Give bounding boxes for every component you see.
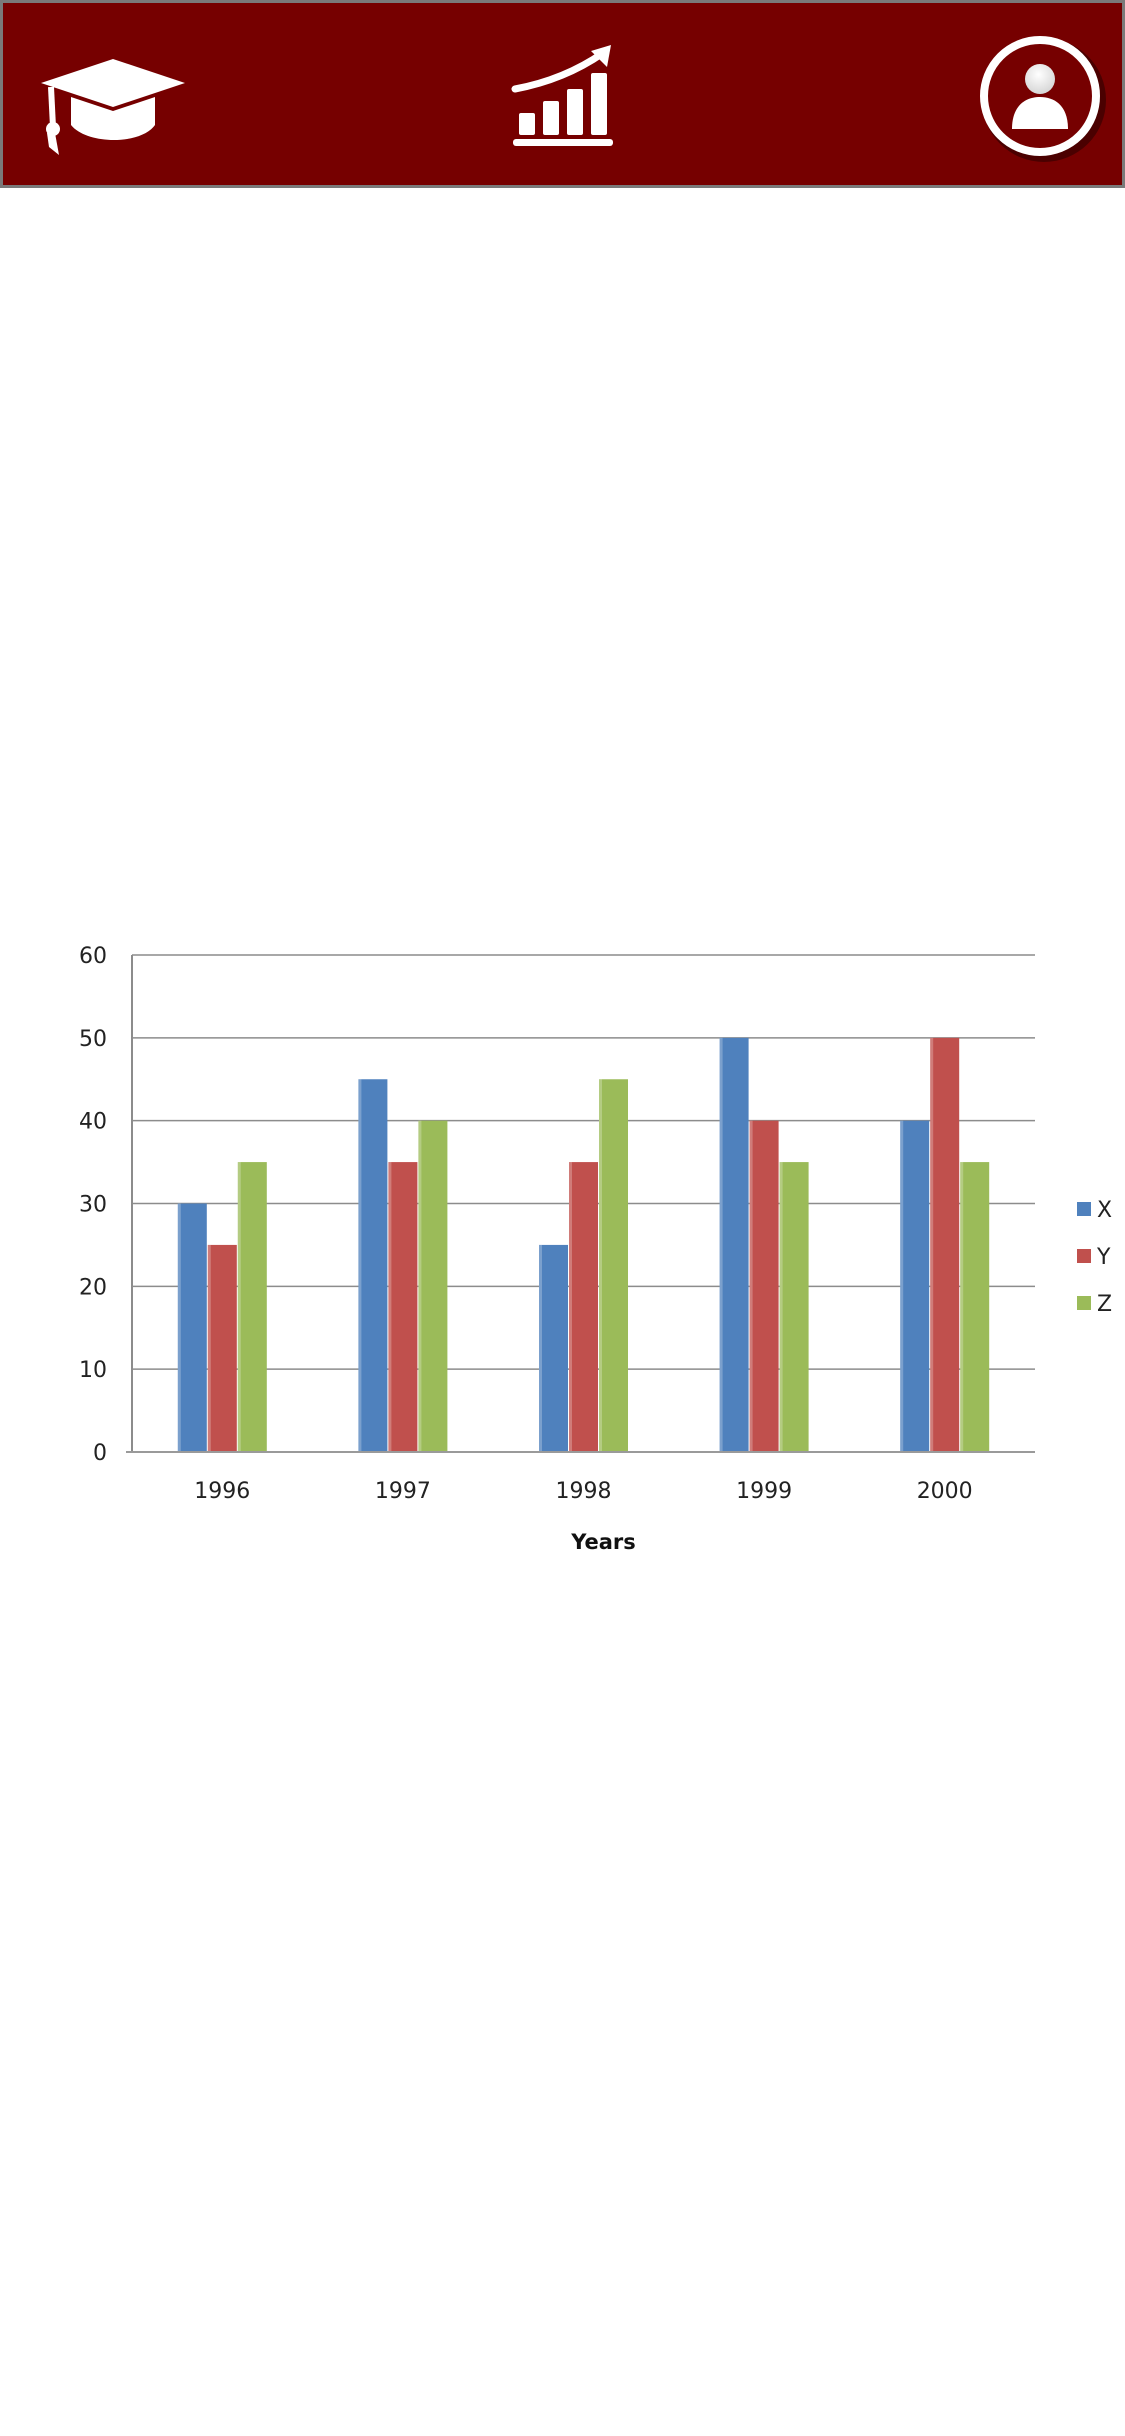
y-tick-label: 50 — [79, 1027, 107, 1052]
x-tick-label: 1998 — [556, 1479, 612, 1504]
bar-highlight — [358, 1079, 362, 1452]
bar-highlight — [539, 1244, 542, 1452]
legend-label-y: Y — [1096, 1245, 1111, 1270]
x-axis-tick-labels: 1996 1997 1998 1999 2000 — [194, 1479, 972, 1504]
legend-swatch-z — [1077, 1296, 1091, 1310]
growth-chart-icon[interactable] — [507, 43, 619, 149]
chart-bars — [177, 1037, 990, 1452]
legend-label-x: X — [1097, 1198, 1112, 1223]
bar-highlight — [418, 1120, 422, 1452]
bar-y-1996 — [207, 1244, 237, 1452]
bar-highlight — [960, 1162, 964, 1452]
legend-swatch-x — [1077, 1202, 1091, 1216]
y-tick-label: 20 — [79, 1275, 107, 1300]
bar-y-1999 — [749, 1120, 779, 1452]
y-tick-label: 0 — [93, 1441, 107, 1466]
bar-highlight — [749, 1120, 753, 1452]
legend-swatch-y — [1077, 1249, 1091, 1263]
bar-y-1998 — [569, 1162, 598, 1452]
bar-z-1996 — [237, 1162, 267, 1452]
bar-z-2000 — [960, 1162, 990, 1452]
legend-label-z: Z — [1097, 1292, 1112, 1317]
y-tick-label: 40 — [79, 1110, 107, 1135]
bar-z-1998 — [599, 1079, 628, 1452]
bar-highlight — [930, 1037, 934, 1452]
bar-highlight — [207, 1244, 211, 1452]
x-tick-label: 1996 — [194, 1479, 250, 1504]
y-tick-label: 10 — [79, 1358, 107, 1383]
x-tick-label: 1997 — [375, 1479, 431, 1504]
profile-avatar-icon[interactable] — [978, 33, 1108, 163]
bar-highlight — [719, 1037, 723, 1452]
bar-x-1998 — [539, 1244, 568, 1452]
chart-legend: XYZ — [1077, 1198, 1112, 1317]
bar-highlight — [237, 1162, 241, 1452]
bar-x-2000 — [900, 1120, 930, 1452]
x-tick-label: 2000 — [917, 1479, 973, 1504]
x-axis-title: Years — [570, 1530, 636, 1554]
bar-chart: 0 10 20 30 40 50 60 1996 1997 1998 1999 2000 Years… — [79, 944, 1112, 1554]
bar-y-2000 — [930, 1037, 960, 1452]
y-axis-tick-labels: 0 10 20 30 40 50 60 — [79, 944, 107, 1466]
bar-highlight — [599, 1079, 602, 1452]
bar-z-1997 — [418, 1120, 448, 1452]
y-tick-label: 30 — [79, 1193, 107, 1218]
bar-highlight — [569, 1162, 572, 1452]
bar-y-1997 — [388, 1162, 418, 1452]
top-app-bar — [0, 0, 1125, 188]
bar-highlight — [388, 1162, 392, 1452]
bar-x-1996 — [177, 1203, 207, 1452]
bar-z-1999 — [779, 1162, 809, 1452]
bar-highlight — [779, 1162, 783, 1452]
bar-highlight — [900, 1120, 904, 1452]
x-tick-label: 1999 — [736, 1479, 792, 1504]
bar-x-1997 — [358, 1079, 388, 1452]
bar-x-1999 — [719, 1037, 749, 1452]
graduation-cap-icon[interactable] — [37, 55, 187, 159]
chart-axes — [126, 955, 1035, 1453]
bar-highlight — [177, 1203, 181, 1452]
y-tick-label: 60 — [79, 944, 107, 969]
